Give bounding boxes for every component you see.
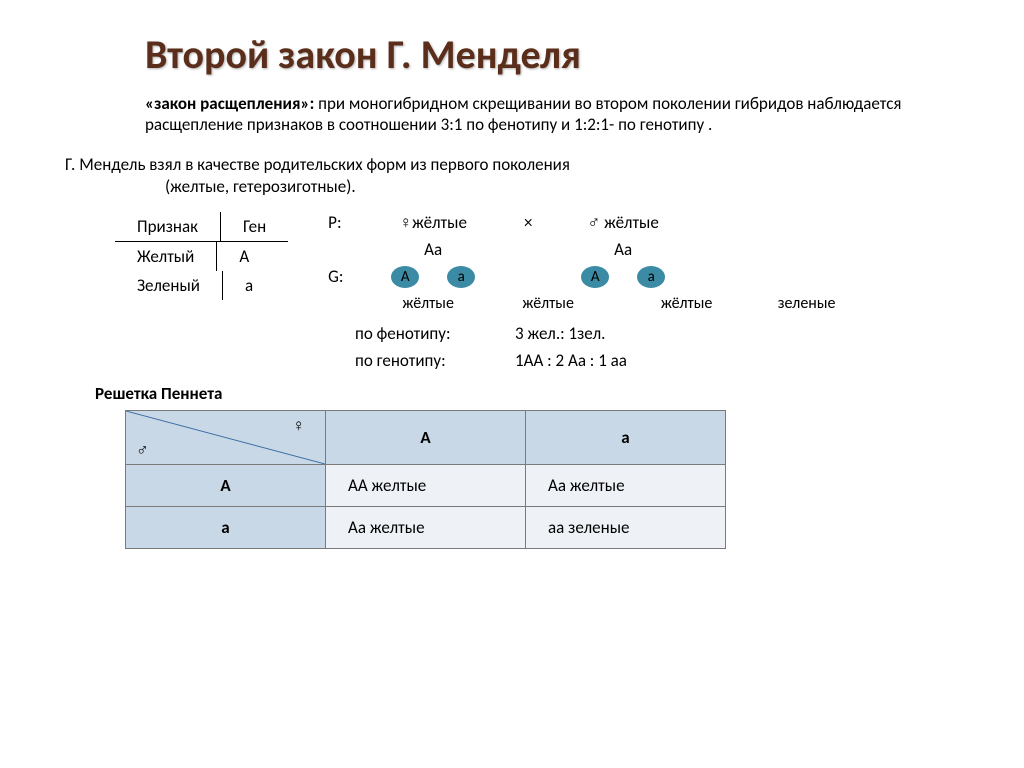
punnett-col-A: A — [326, 410, 526, 464]
context-text: Г. Мендель взял в качестве родительских … — [65, 154, 969, 198]
offspring-1: жёлтые — [402, 294, 454, 313]
trait-green: Зеленый — [115, 271, 223, 300]
offspring-4: зеленые — [778, 294, 836, 313]
female-genotype: Aa — [368, 239, 498, 260]
context-line2: (желтые, гетерозиготные). — [165, 176, 969, 198]
punnett-cell-AA: AA желтые — [326, 464, 526, 506]
punnett-cell-Aa-2: Aa желтые — [326, 506, 526, 548]
punnett-cell-Aa-1: Aa желтые — [526, 464, 726, 506]
male-phenotype: жёлтые — [604, 212, 659, 233]
genotype-ratio-label: по генотипу: — [355, 350, 515, 371]
gamete-male-A: A — [581, 266, 609, 288]
punnett-female-symbol: ♀ — [292, 415, 305, 436]
female-phenotype: жёлтые — [412, 212, 467, 233]
context-line1: Г. Мендель взял в качестве родительских … — [65, 154, 570, 175]
gamete-female-A: A — [391, 266, 419, 288]
trait-header-gene: Ген — [221, 212, 288, 242]
phenotype-ratio-value: 3 жел.: 1зел. — [515, 323, 605, 344]
gamete-male-a: a — [637, 266, 665, 288]
p-label: P: — [328, 212, 368, 233]
punnett-male-symbol: ♂ — [136, 439, 149, 460]
punnett-square: ♀ ♂ A a A AA желтые Aa желтые a Aa желты… — [125, 410, 726, 549]
gene-A: A — [217, 242, 271, 271]
gamete-female-a: a — [447, 266, 475, 288]
female-symbol: ♀ — [399, 212, 412, 233]
punnett-cell-aa: aa зеленые — [526, 506, 726, 548]
punnett-row-a: a — [126, 506, 326, 548]
trait-table: Признак Ген Желтый A Зеленый a — [115, 212, 288, 300]
punnett-col-a: a — [526, 410, 726, 464]
cross-diagram: P: ♀жёлтые × ♂ жёлтые Aa Aa G: A a A a ж… — [328, 212, 868, 313]
offspring-3: жёлтые — [661, 294, 713, 313]
page-title: Второй закон Г. Менделя — [145, 30, 969, 79]
law-definition: «закон расщепления»: при моногибридном с… — [145, 93, 929, 136]
punnett-title: Решетка Пеннета — [95, 383, 969, 404]
genotype-ratio-value: 1AA : 2 Aa : 1 aa — [515, 350, 627, 371]
trait-header-trait: Признак — [115, 212, 221, 242]
g-label: G: — [328, 266, 368, 287]
gene-a: a — [223, 271, 275, 300]
cross-symbol: × — [498, 212, 558, 233]
phenotype-ratio-label: по фенотипу: — [355, 323, 515, 344]
trait-yellow: Желтый — [115, 242, 217, 271]
male-symbol: ♂ — [588, 212, 601, 233]
punnett-corner: ♀ ♂ — [126, 410, 326, 464]
law-name: «закон расщепления»: — [145, 93, 314, 114]
offspring-2: жёлтые — [522, 294, 574, 313]
punnett-row-A: A — [126, 464, 326, 506]
ratio-block: по фенотипу: 3 жел.: 1зел. по генотипу: … — [355, 323, 969, 371]
male-genotype: Aa — [558, 239, 688, 260]
